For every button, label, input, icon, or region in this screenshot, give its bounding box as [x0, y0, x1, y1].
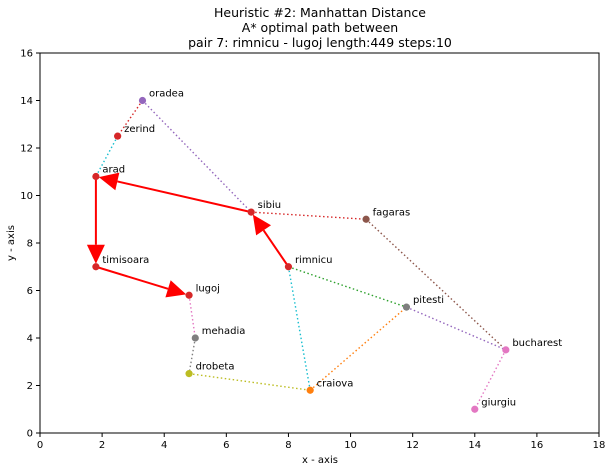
edge-oradea-zerind: [117, 100, 144, 137]
path-segment-rimnicu-sibiu: [262, 229, 290, 268]
y-axis-ticks: 0 2 4 6 8 10 12 14 16: [20, 49, 40, 440]
node-label-giurgiu: giurgiu: [481, 397, 516, 408]
node-label-oradea: oradea: [149, 89, 184, 100]
node-fagaras: [362, 215, 370, 223]
edge-rimnicu-pitesti: [288, 266, 407, 308]
node-oradea: [138, 96, 147, 105]
node-label-craiova: craiova: [317, 378, 354, 389]
node-label-rimnicu: rimnicu: [295, 255, 333, 266]
y-tick-label: 4: [27, 334, 33, 345]
x-tick-label: 8: [285, 440, 291, 451]
node-label-mehadia: mehadia: [202, 326, 246, 337]
node-label-arad: arad: [102, 165, 125, 176]
y-tick-label: 14: [20, 96, 33, 107]
x-tick-label: 12: [406, 440, 419, 451]
graph-nodes: [92, 96, 510, 413]
chart-title: Heuristic #2: Manhattan Distance A* opti…: [188, 5, 452, 50]
path-segment-sibiu-arad: [117, 180, 252, 214]
path-arrowhead-sibiu: [252, 214, 272, 236]
x-tick-label: 16: [531, 440, 544, 451]
node-label-timisoara: timisoara: [102, 255, 149, 266]
node-drobeta: [185, 370, 193, 378]
edge-craiova-pitesti: [309, 306, 407, 391]
x-tick-label: 18: [593, 440, 606, 451]
node-lugoj: [185, 291, 193, 299]
node-pitesti: [402, 303, 411, 311]
node-label-pitesti: pitesti: [413, 295, 444, 306]
y-tick-label: 16: [20, 49, 33, 60]
y-tick-label: 0: [27, 429, 33, 440]
path-arrowhead-arad: [98, 172, 120, 191]
y-tick-label: 6: [27, 286, 33, 297]
x-tick-label: 0: [37, 440, 43, 451]
title-line-2: A* optimal path between: [242, 20, 398, 35]
title-line-1: Heuristic #2: Manhattan Distance: [214, 5, 426, 20]
node-label-bucharest: bucharest: [512, 338, 562, 349]
node-label-fagaras: fagaras: [373, 207, 411, 218]
node-labels: oradea zerind arad sibiu fagaras timisoara rim…: [102, 89, 562, 409]
x-tick-label: 4: [161, 440, 167, 451]
graph-edges: [95, 100, 507, 410]
y-axis-label: y - axis: [6, 225, 17, 261]
node-zerind: [114, 132, 122, 140]
plot-area: [39, 52, 600, 434]
node-mehadia: [191, 334, 199, 342]
edge-rimnicu-craiova: [287, 266, 311, 391]
y-tick-label: 10: [20, 191, 33, 202]
x-axis-ticks: 0 2 4 6 8 10 12 14 16 18: [37, 433, 606, 451]
y-tick-label: 12: [20, 144, 33, 155]
x-tick-label: 10: [344, 440, 357, 451]
node-craiova: [306, 386, 314, 394]
node-rimnicu: [284, 263, 293, 271]
node-label-drobeta: drobeta: [196, 362, 235, 373]
node-sibiu: [247, 208, 255, 216]
path-arrowhead-lugoj: [165, 280, 187, 298]
x-tick-label: 14: [468, 440, 481, 451]
x-tick-label: 2: [99, 440, 105, 451]
node-giurgiu: [471, 405, 479, 413]
x-tick-label: 6: [223, 440, 229, 451]
node-label-sibiu: sibiu: [258, 200, 281, 211]
node-timisoara: [92, 263, 100, 271]
y-tick-label: 8: [27, 239, 33, 250]
x-axis-label: x - axis: [302, 455, 338, 466]
optimal-path: [86, 172, 290, 298]
node-bucharest: [502, 346, 510, 354]
node-label-zerind: zerind: [124, 124, 155, 135]
y-tick-label: 2: [27, 381, 33, 392]
node-arad: [92, 172, 100, 181]
path-segment-timisoara-lugoj: [95, 265, 169, 290]
title-line-3: pair 7: rimnicu - lugoj length:449 steps…: [188, 35, 452, 50]
node-label-lugoj: lugoj: [196, 283, 220, 294]
edge-drobeta-craiova: [188, 372, 311, 391]
path-arrowhead-timisoara: [86, 244, 105, 264]
